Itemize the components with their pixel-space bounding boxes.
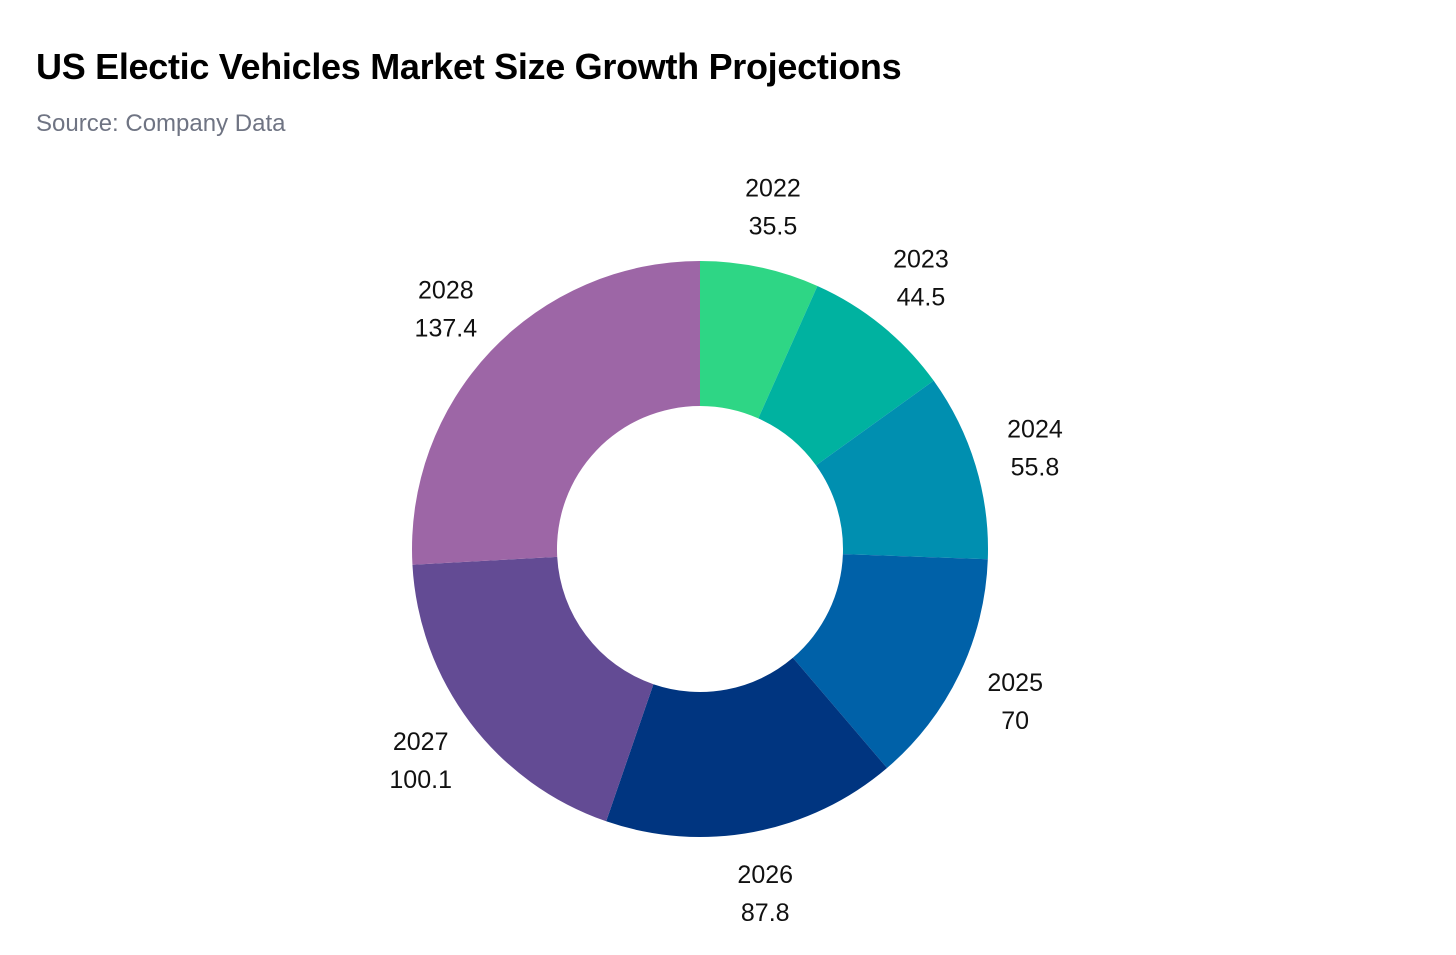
slice-label-year: 2022 — [745, 175, 801, 203]
slice-2025 — [792, 554, 988, 768]
slice-label-year: 2028 — [418, 276, 474, 304]
slice-label-value: 100.1 — [389, 766, 452, 794]
slice-label-year: 2025 — [987, 669, 1043, 697]
slice-2027 — [412, 556, 654, 822]
slice-2022 — [700, 261, 818, 419]
slice-2028 — [412, 261, 700, 565]
slice-2024 — [816, 380, 988, 560]
slice-label-value: 55.8 — [1011, 453, 1060, 481]
slice-label-value: 35.5 — [749, 213, 798, 241]
slice-label-year: 2023 — [893, 246, 949, 274]
slice-label-value: 44.5 — [897, 284, 946, 312]
slice-label-value: 70 — [1001, 707, 1029, 735]
slice-2026 — [606, 657, 888, 837]
slice-label-year: 2027 — [393, 728, 449, 756]
slice-2023 — [758, 286, 934, 466]
slice-label-value: 87.8 — [741, 899, 790, 927]
slice-label-value: 137.4 — [415, 314, 478, 342]
chart-title: US Electic Vehicles Market Size Growth P… — [36, 46, 902, 87]
chart-subtitle: Source: Company Data — [36, 110, 286, 137]
slice-label-year: 2026 — [737, 861, 793, 889]
slice-label-year: 2024 — [1007, 415, 1063, 443]
